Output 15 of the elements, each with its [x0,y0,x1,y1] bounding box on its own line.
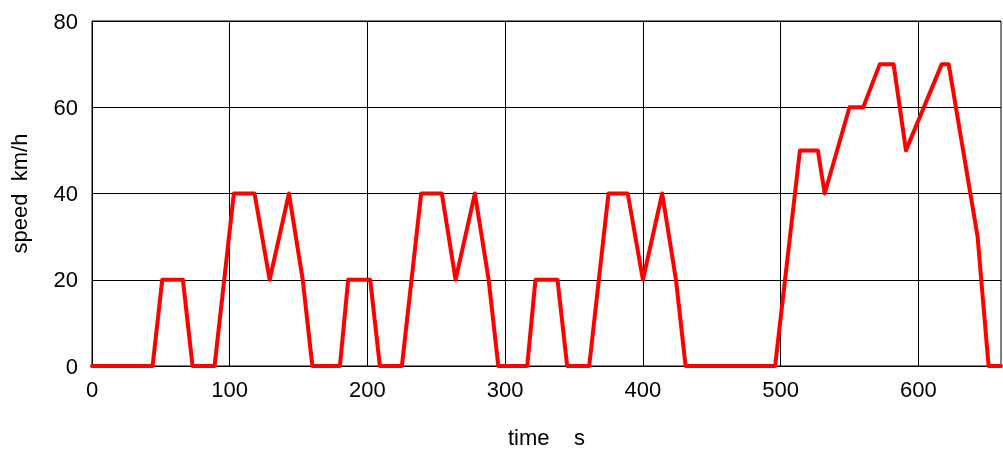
x-tick-label: 500 [762,376,799,402]
x-tick-label: 0 [85,376,99,402]
y-tick-label: 80 [53,8,78,34]
x-axis-title: time s [507,424,586,450]
y-axis-title: speed km/h [6,133,32,254]
x-tick-label: 200 [349,376,386,402]
y-tick-label: 40 [53,181,78,206]
x-tick-label: 400 [624,376,662,402]
x-tick-label: 300 [486,376,524,402]
y-tick-label: 60 [53,94,78,120]
y-tick-label: 0 [65,353,78,379]
x-tick-label: 600 [900,376,937,402]
x-tick-label: 100 [211,376,249,402]
y-tick-label: 20 [53,267,78,293]
line-series [90,62,1003,368]
